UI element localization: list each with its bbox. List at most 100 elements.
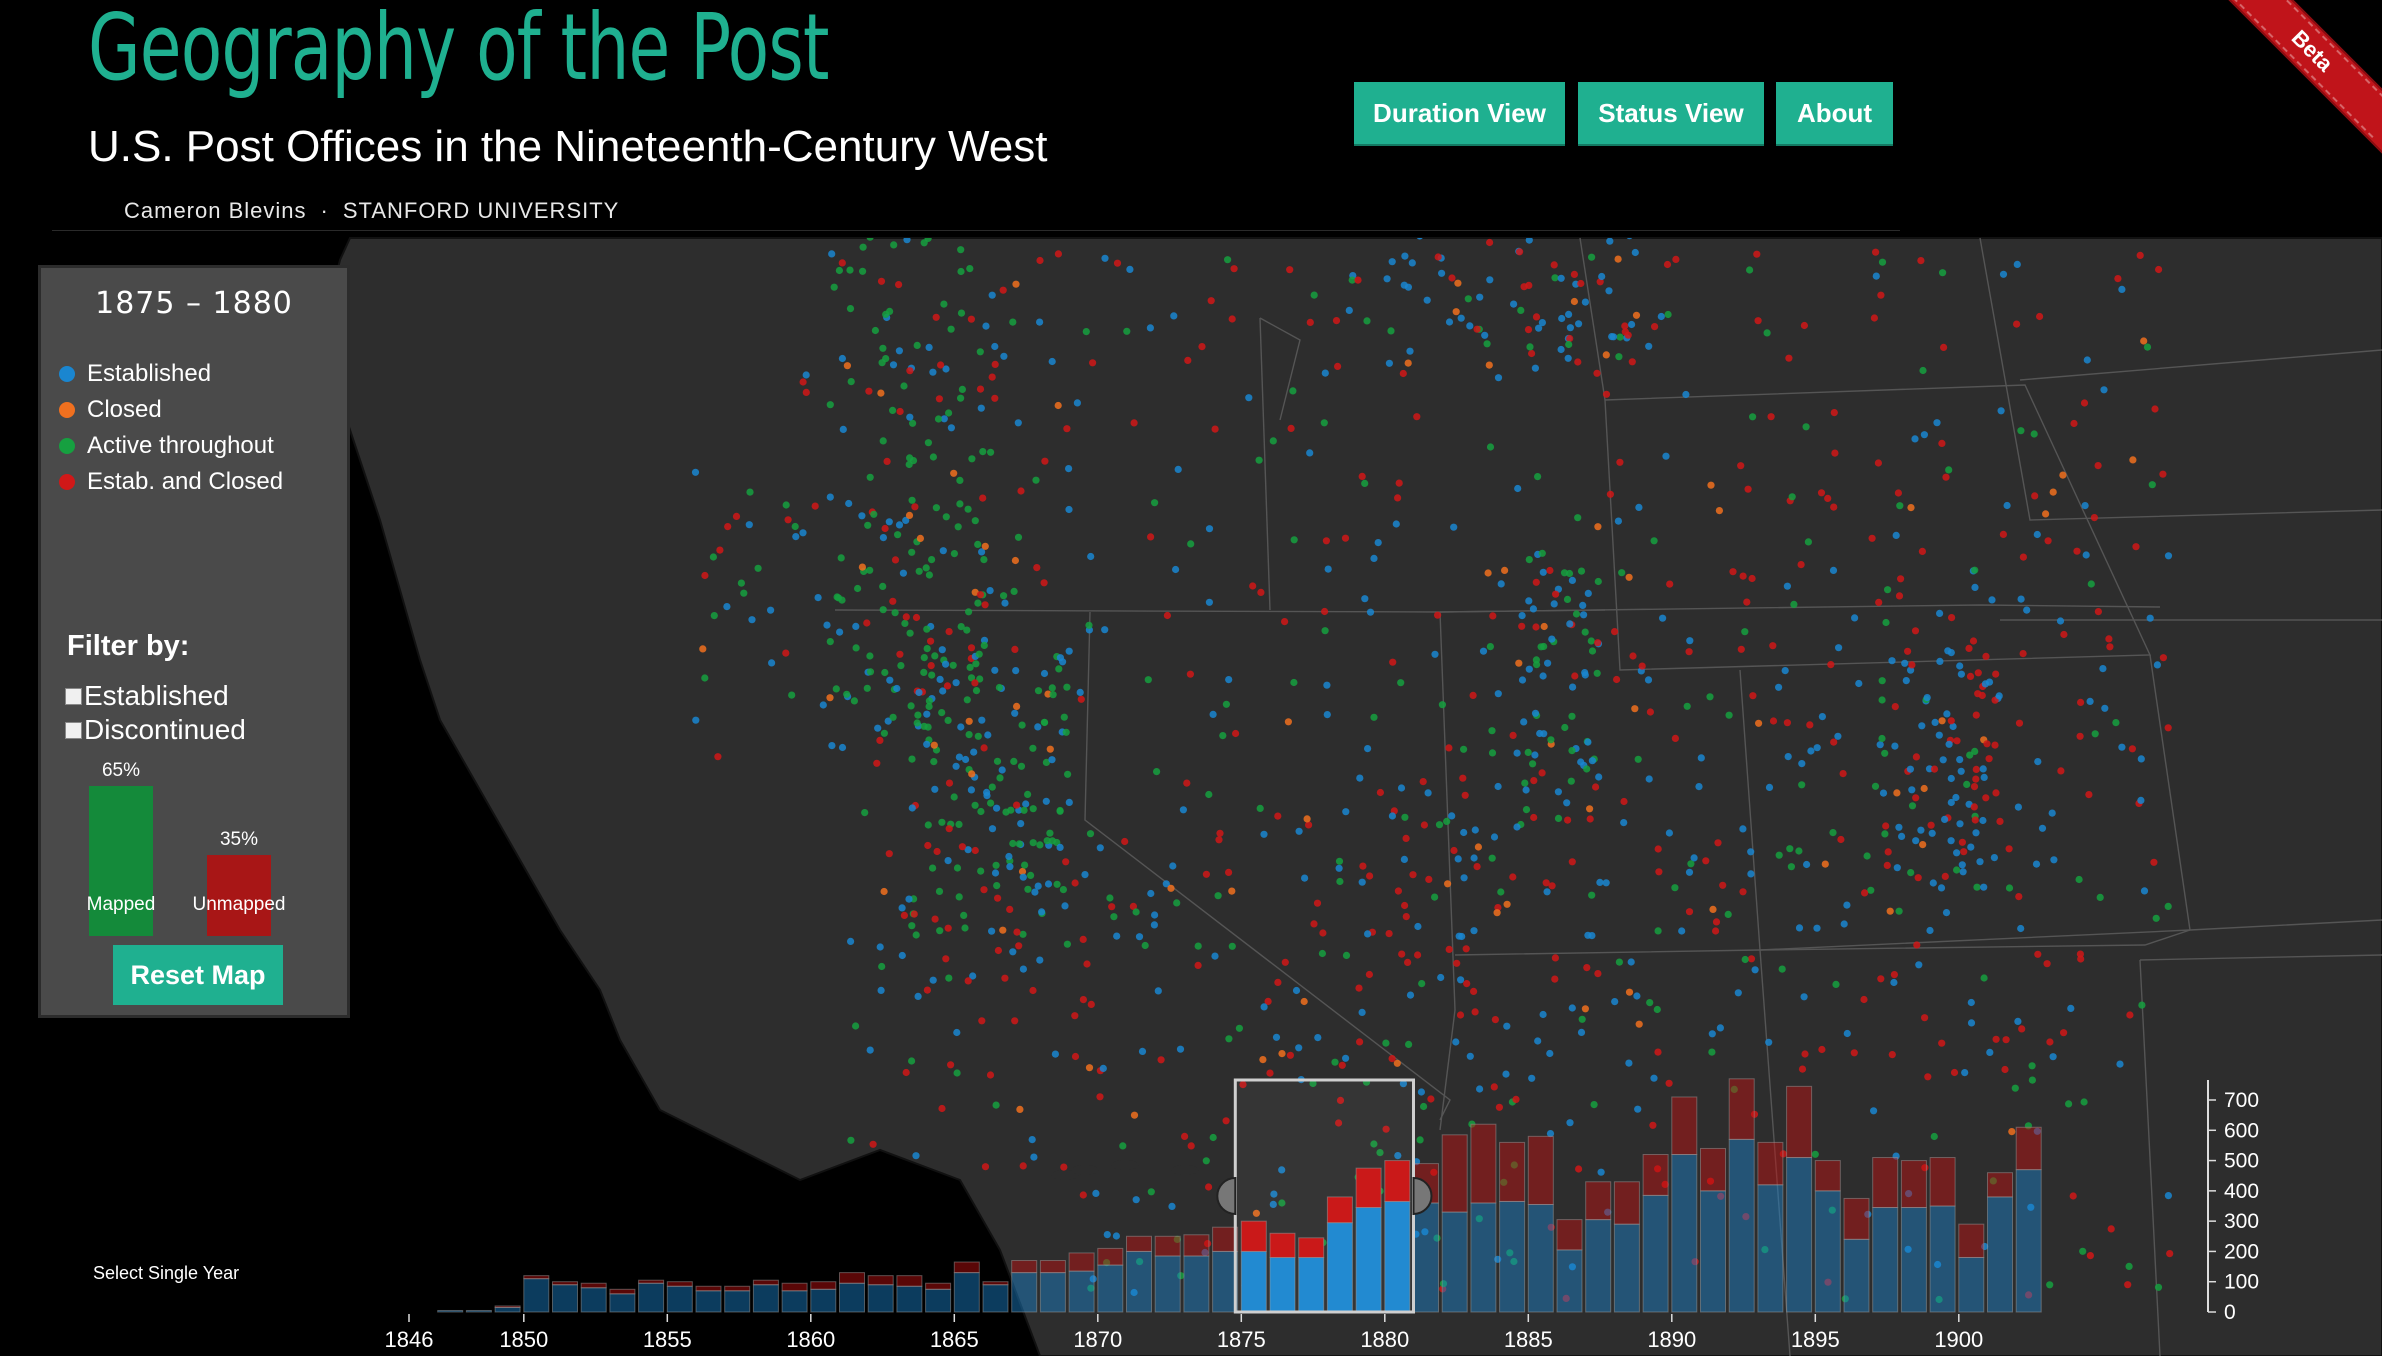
- brush-handle-left: [1216, 1176, 1237, 1216]
- post-office-dot: [923, 645, 931, 653]
- post-office-dot: [1999, 270, 2008, 278]
- filter-discontinued[interactable]: Discontinued: [65, 714, 246, 746]
- post-office-dot: [1470, 927, 1478, 935]
- post-office-dot: [1546, 1049, 1554, 1058]
- post-office-dot: [1657, 312, 1665, 321]
- post-office-dot: [802, 388, 810, 396]
- post-office-dot: [1686, 637, 1694, 645]
- post-office-dot: [799, 378, 807, 386]
- post-office-dot: [1370, 713, 1378, 721]
- post-office-dot: [924, 841, 932, 850]
- post-office-dot: [861, 809, 869, 817]
- reset-map-button[interactable]: Reset Map: [113, 945, 283, 1005]
- post-office-dot: [2094, 608, 2102, 616]
- post-office-dot: [1953, 866, 1961, 874]
- histogram-chart[interactable]: 1846 1850 1855 1860 1865 1870 1875 1880 1885 1890…: [385, 1078, 2260, 1352]
- post-office-dot: [1912, 794, 1920, 802]
- post-office-dot: [1485, 361, 1493, 369]
- post-office-dot: [1434, 253, 1442, 261]
- post-office-dot: [972, 660, 980, 668]
- post-office-dot: [1594, 577, 1602, 586]
- post-office-dot: [1130, 1288, 1138, 1297]
- post-office-dot: [1967, 843, 1975, 851]
- x-tick-label: 1850: [499, 1327, 548, 1352]
- post-office-dot: [913, 341, 921, 349]
- post-office-dot: [1011, 709, 1019, 717]
- post-office-dot: [1034, 723, 1042, 731]
- post-office-dot: [1476, 1085, 1484, 1093]
- post-office-dot: [916, 180, 923, 187]
- post-office-dot: [1743, 598, 1751, 606]
- post-office-dot: [1040, 579, 1048, 587]
- post-office-dot: [996, 774, 1004, 782]
- post-office-dot: [1584, 931, 1592, 939]
- post-office-dot: [991, 342, 999, 351]
- unmapped-label: Unmapped: [192, 894, 286, 915]
- post-office-dot: [905, 895, 913, 903]
- bar-established: [1527, 1203, 1554, 1313]
- post-office-dot: [1665, 829, 1673, 837]
- post-office-dot: [972, 687, 981, 695]
- post-office-dot: [1895, 592, 1904, 600]
- y-tick-label: 500: [2224, 1150, 2259, 1173]
- post-office-dot: [1224, 256, 1232, 264]
- post-office-dot: [2077, 698, 2085, 707]
- bar-estab-closed: [1441, 1134, 1468, 1213]
- post-office-dot: [1525, 238, 1533, 244]
- post-office-dot: [858, 106, 865, 113]
- post-office-dot: [1953, 737, 1961, 745]
- post-office-dot: [1342, 951, 1351, 960]
- byline: Cameron Blevins · STANFORD UNIVERSITY: [124, 198, 619, 224]
- post-office-dot: [1830, 409, 1838, 417]
- select-single-year-link[interactable]: Select Single Year: [93, 1263, 240, 1283]
- post-office-dot: [788, 691, 796, 699]
- post-office-dot: [1685, 868, 1694, 876]
- post-office-dot: [1632, 311, 1641, 319]
- post-office-dot: [2019, 650, 2027, 658]
- post-office-dot: [1530, 813, 1538, 822]
- post-office-dot: [1904, 1245, 1912, 1253]
- post-office-dot: [2085, 791, 2093, 799]
- post-office-dot: [1945, 740, 1953, 748]
- post-office-dot: [1460, 828, 1468, 837]
- post-office-dot: [1961, 1069, 1969, 1077]
- duration-view-button[interactable]: Duration View: [1354, 82, 1565, 144]
- post-office-dot: [1205, 598, 1213, 606]
- post-office-dot: [1890, 971, 1898, 979]
- about-button[interactable]: About: [1776, 82, 1893, 144]
- post-office-dot: [1970, 803, 1978, 811]
- bar-established: [1929, 1205, 1956, 1313]
- post-office-dot: [1800, 993, 1808, 1001]
- post-office-dot: [1452, 1038, 1460, 1046]
- post-office-dot: [1895, 823, 1903, 831]
- post-office-dot: [928, 182, 935, 189]
- post-office-dot: [1053, 880, 1061, 888]
- post-office-dot: [1714, 839, 1722, 847]
- discontinued-checkbox[interactable]: [65, 721, 82, 739]
- unmapped-fill: [207, 855, 271, 936]
- post-office-dot: [866, 566, 874, 574]
- post-office-dot: [1890, 978, 1898, 987]
- post-office-dot: [999, 926, 1007, 934]
- status-view-button[interactable]: Status View: [1578, 82, 1764, 144]
- post-office-dot: [983, 792, 991, 800]
- post-office-dot: [1001, 599, 1009, 607]
- post-office-dot: [1170, 312, 1178, 320]
- post-office-dot: [2100, 386, 2108, 394]
- bar-estab-closed: [1154, 1235, 1181, 1257]
- post-office-dot: [975, 650, 983, 658]
- post-office-dot: [1801, 1050, 1809, 1058]
- post-office-dot: [1923, 694, 1931, 702]
- post-office-dot: [1778, 965, 1786, 973]
- post-office-dot: [1205, 1183, 1213, 1191]
- post-office-dot: [1341, 534, 1350, 542]
- filter-established[interactable]: Established: [65, 680, 229, 712]
- established-checkbox[interactable]: [65, 687, 82, 705]
- post-office-dot: [1883, 861, 1891, 870]
- post-office-dot: [906, 367, 914, 375]
- post-office-dot: [1147, 533, 1155, 541]
- post-office-dot: [966, 265, 974, 273]
- post-office-dot: [956, 476, 964, 484]
- post-office-dot: [879, 534, 888, 542]
